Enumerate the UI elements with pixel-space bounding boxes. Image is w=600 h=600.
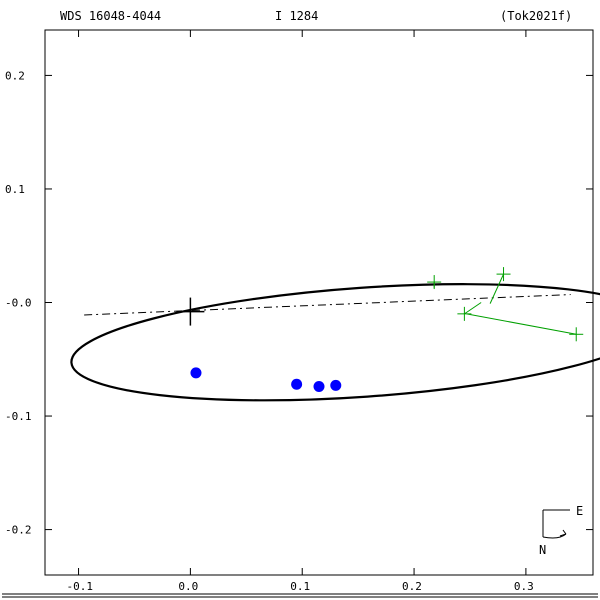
xtick-label: 0.1 <box>290 580 310 593</box>
ytick-label: -0.0 <box>5 297 32 310</box>
ytick-label: 0.2 <box>5 69 25 82</box>
data-point <box>314 381 325 392</box>
xtick-label: 0.2 <box>402 580 422 593</box>
xtick-label: 0.0 <box>178 580 198 593</box>
data-point <box>190 367 201 378</box>
compass-n-label: N <box>539 543 546 557</box>
ytick-label: -0.2 <box>5 524 32 537</box>
xtick-label: 0.3 <box>514 580 534 593</box>
ytick-label: 0.1 <box>5 183 25 196</box>
data-point <box>330 380 341 391</box>
data-point <box>291 379 302 390</box>
xtick-label: -0.1 <box>67 580 94 593</box>
compass-e-label: E <box>576 504 583 518</box>
chart-svg: WDS 16048-4044 I 1284 (Tok2021f) 0.2 0.1 -0.0… <box>0 0 600 600</box>
header-right: (Tok2021f) <box>500 9 572 23</box>
header-center: I 1284 <box>275 9 318 23</box>
ytick-label: -0.1 <box>5 410 32 423</box>
orbit-chart: WDS 16048-4044 I 1284 (Tok2021f) 0.2 0.1 -0.0… <box>0 0 600 600</box>
header-left: WDS 16048-4044 <box>60 9 161 23</box>
